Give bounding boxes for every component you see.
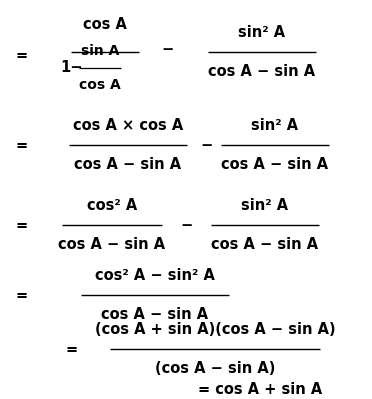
- Text: cos A − sin A: cos A − sin A: [102, 307, 209, 322]
- Text: (cos A − sin A): (cos A − sin A): [155, 361, 275, 376]
- Text: =: =: [16, 217, 28, 233]
- Text: =: =: [16, 138, 28, 152]
- Text: −: −: [181, 217, 193, 233]
- Text: (cos A + sin A)(cos A − sin A): (cos A + sin A)(cos A − sin A): [95, 322, 335, 337]
- Text: 1−: 1−: [61, 61, 83, 75]
- Text: −: −: [201, 138, 213, 152]
- Text: cos A − sin A: cos A − sin A: [208, 64, 315, 79]
- Text: sin² A: sin² A: [251, 118, 299, 133]
- Text: cos² A: cos² A: [87, 198, 137, 213]
- Text: sin A: sin A: [81, 44, 119, 58]
- Text: cos A − sin A: cos A − sin A: [211, 237, 318, 252]
- Text: =: =: [16, 288, 28, 302]
- Text: = cos A + sin A: = cos A + sin A: [198, 383, 322, 397]
- Text: =: =: [66, 342, 78, 356]
- Text: −: −: [162, 43, 174, 57]
- Text: sin² A: sin² A: [238, 25, 286, 40]
- Text: cos A − sin A: cos A − sin A: [221, 157, 328, 172]
- Text: sin² A: sin² A: [241, 198, 289, 213]
- Text: cos A × cos A: cos A × cos A: [73, 118, 183, 133]
- Text: cos A: cos A: [79, 78, 121, 92]
- Text: cos A − sin A: cos A − sin A: [58, 237, 166, 252]
- Text: cos² A − sin² A: cos² A − sin² A: [95, 268, 215, 283]
- Text: cos A − sin A: cos A − sin A: [74, 157, 182, 172]
- Text: cos A: cos A: [83, 17, 127, 32]
- Text: =: =: [16, 47, 28, 63]
